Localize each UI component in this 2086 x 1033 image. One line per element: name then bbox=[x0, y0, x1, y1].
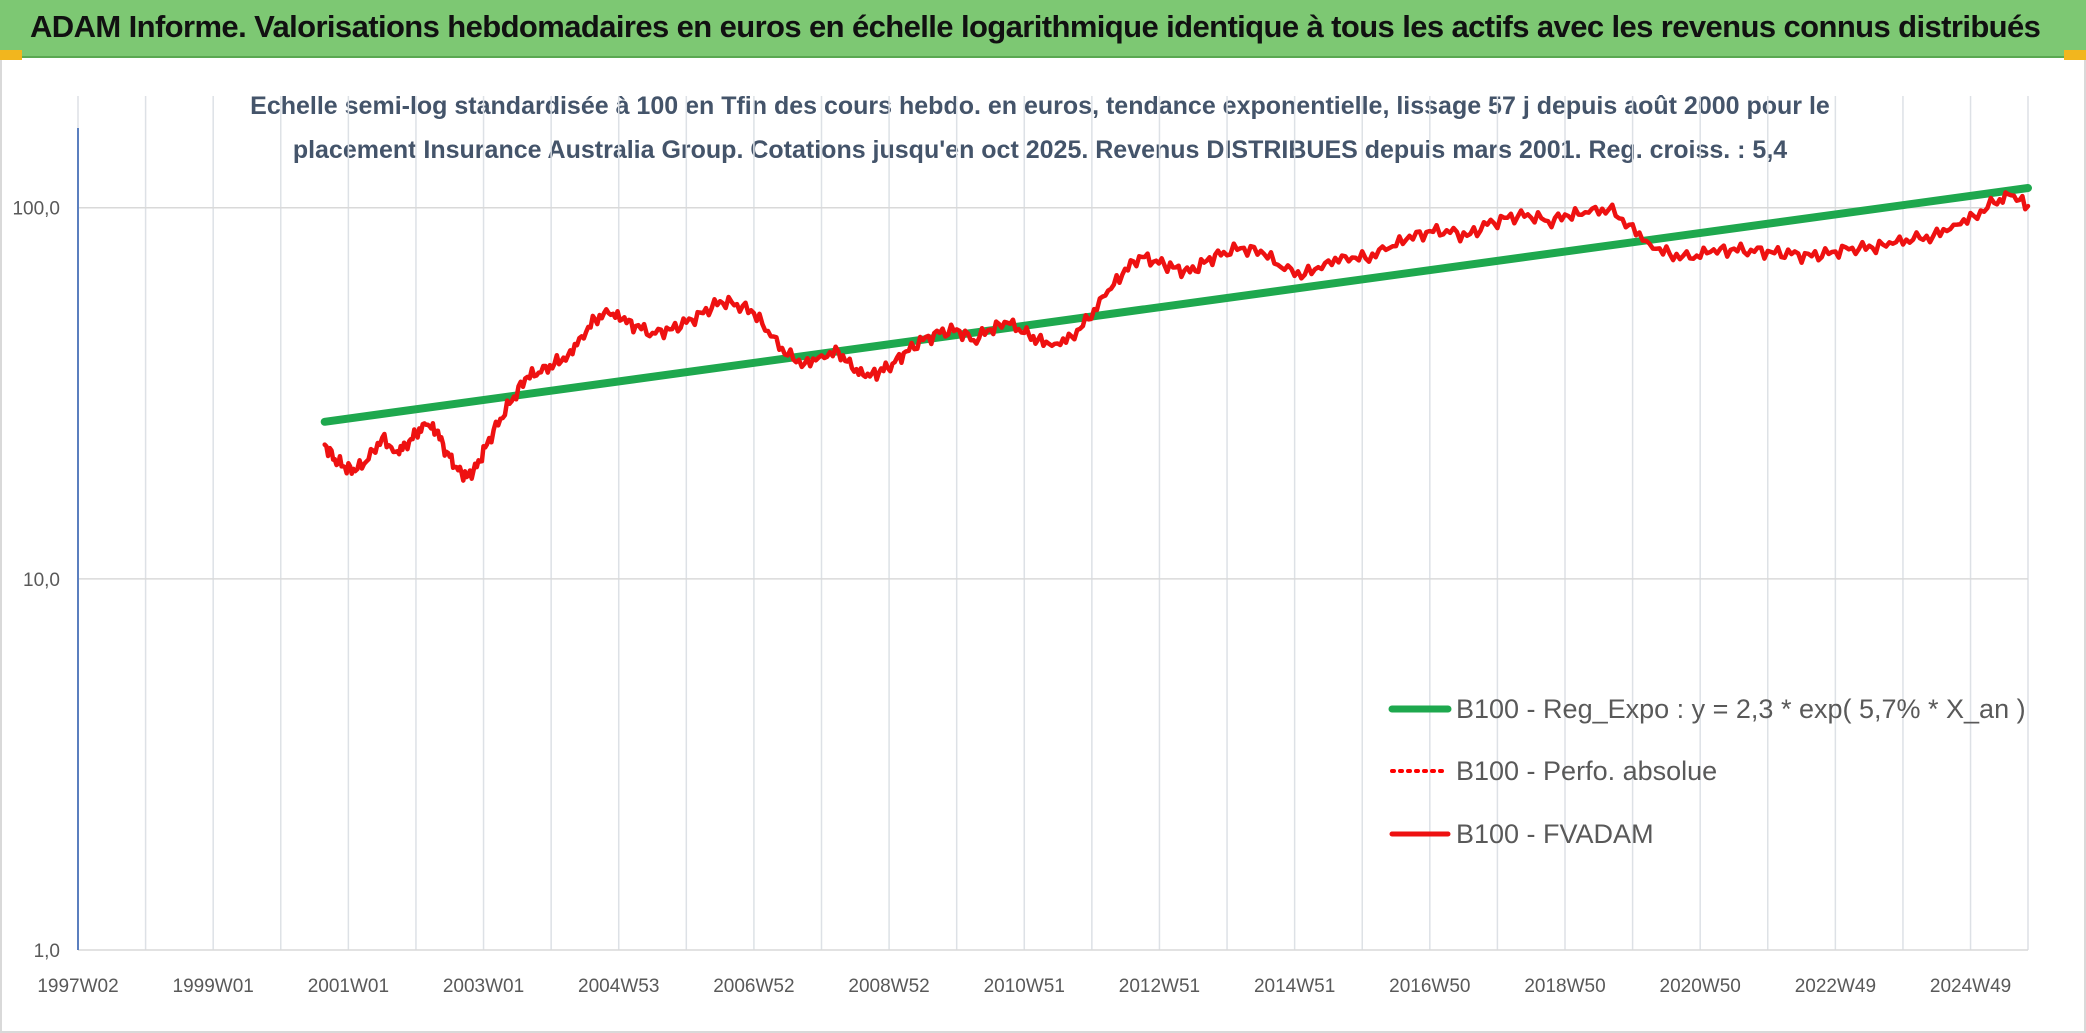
x-tick-label: 1997W02 bbox=[37, 976, 118, 997]
header-title: ADAM Informe. Valorisations hebdomadaire… bbox=[30, 9, 2041, 44]
x-tick-label: 2018W50 bbox=[1524, 976, 1605, 997]
x-tick-label: 2004W53 bbox=[578, 976, 659, 997]
series-line-3 bbox=[322, 190, 2031, 483]
y-tick-label: 1,0 bbox=[34, 941, 60, 962]
legend-label-3: B100 - FVADAM bbox=[1456, 819, 1654, 849]
header-bar: ADAM Informe. Valorisations hebdomadaire… bbox=[0, 0, 2086, 58]
x-axis-tick-labels: 1997W02 1999W01 2001W01 2003W01 2004W53 2006W… bbox=[37, 976, 2011, 997]
legend-label-1: B100 - Reg_Expo : y = 2,3 * exp( 5,7% * … bbox=[1456, 694, 2026, 724]
horizontal-gridlines bbox=[78, 206, 2028, 951]
x-tick-label: 2016W50 bbox=[1389, 976, 1470, 997]
vertical-gridlines bbox=[77, 96, 2029, 950]
x-tick-label: 2003W01 bbox=[443, 976, 524, 997]
x-tick-label: 2014W51 bbox=[1254, 976, 1335, 997]
x-tick-label: 2006W52 bbox=[713, 976, 794, 997]
x-tick-label: 2010W51 bbox=[984, 976, 1065, 997]
x-tick-label: 2020W50 bbox=[1660, 976, 1741, 997]
chart-title: Echelle semi-log standardisée à 100 en T… bbox=[250, 92, 1830, 164]
y-tick-label: 10,0 bbox=[23, 570, 60, 591]
x-tick-label: 1999W01 bbox=[173, 976, 254, 997]
y-axis-tick-labels: 1,0 10,0 100,0 bbox=[12, 199, 60, 962]
chart-title-line-1: Echelle semi-log standardisée à 100 en T… bbox=[250, 92, 1830, 120]
legend: B100 - Reg_Expo : y = 2,3 * exp( 5,7% * … bbox=[1388, 694, 2026, 849]
corner-mark-top-left bbox=[0, 50, 22, 60]
x-tick-label: 2012W51 bbox=[1119, 976, 1200, 997]
series-lines bbox=[320, 184, 2032, 483]
x-tick-label: 2008W52 bbox=[848, 976, 929, 997]
series-line-1 bbox=[320, 184, 2032, 426]
chart-frame bbox=[0, 60, 2086, 1033]
corner-mark-top-right bbox=[2064, 50, 2086, 60]
x-tick-label: 2022W49 bbox=[1795, 976, 1876, 997]
x-tick-label: 2001W01 bbox=[308, 976, 389, 997]
legend-label-2: B100 - Perfo. absolue bbox=[1456, 756, 1717, 786]
chart-title-line-2: placement Insurance Australia Group. Cot… bbox=[293, 136, 1787, 164]
y-tick-label: 100,0 bbox=[12, 199, 60, 220]
x-tick-label: 2024W49 bbox=[1930, 976, 2011, 997]
